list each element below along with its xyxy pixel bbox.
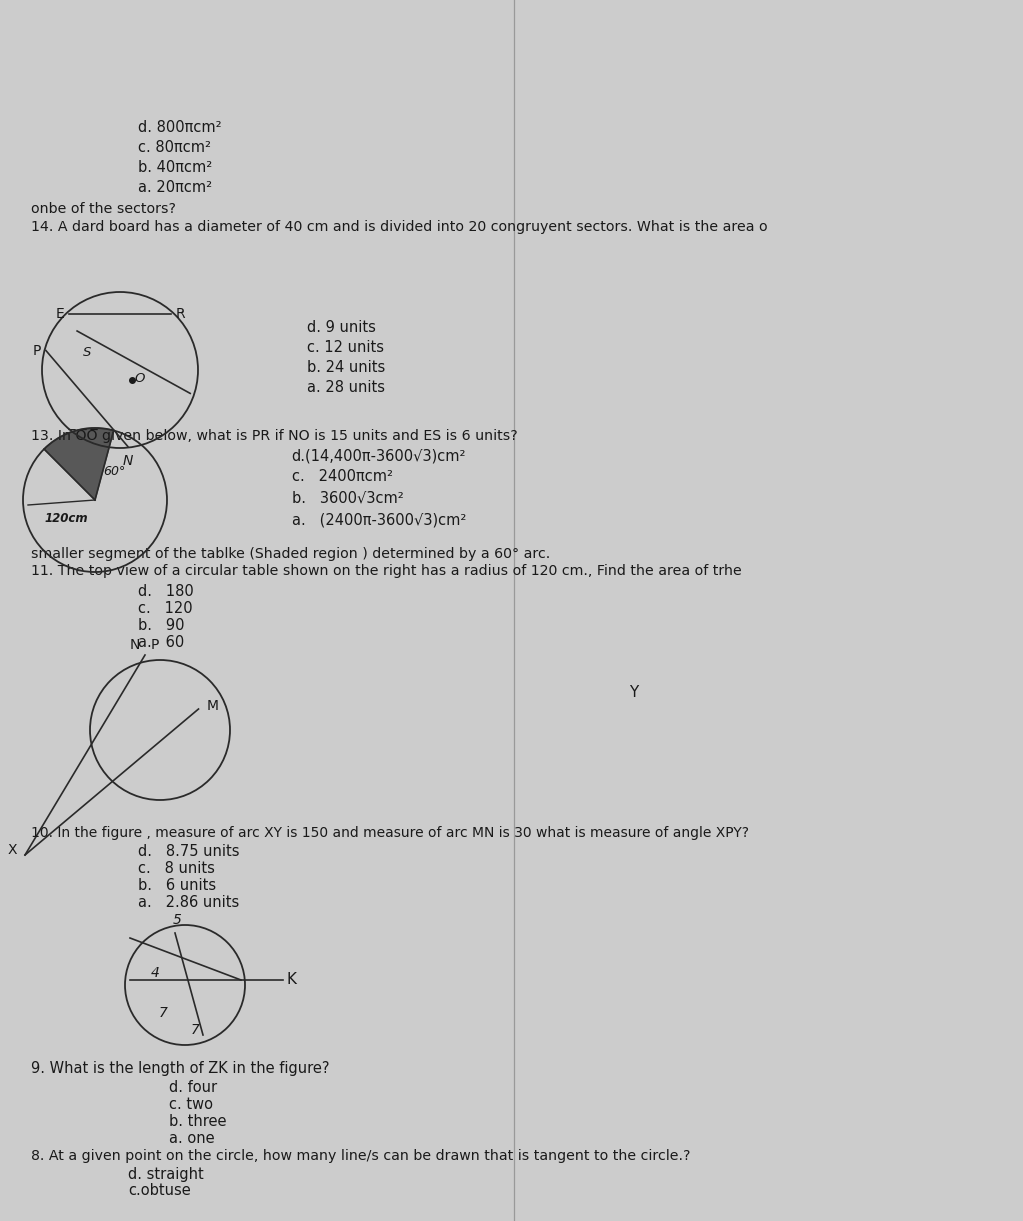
Text: c. 12 units: c. 12 units xyxy=(307,339,384,355)
Text: P: P xyxy=(150,639,160,652)
Text: b. 24 units: b. 24 units xyxy=(307,360,385,375)
Text: b.   90: b. 90 xyxy=(138,618,184,632)
Text: N: N xyxy=(130,639,140,652)
Text: c.   2400πcm²: c. 2400πcm² xyxy=(292,469,393,484)
Text: 9. What is the length of ZK in the figure?: 9. What is the length of ZK in the figur… xyxy=(31,1061,329,1076)
Text: c. two: c. two xyxy=(169,1096,213,1112)
Text: c.   8 units: c. 8 units xyxy=(138,861,215,875)
Text: a.   (2400π-3600√3)cm²: a. (2400π-3600√3)cm² xyxy=(292,512,465,527)
Text: a.   60: a. 60 xyxy=(138,635,184,650)
Text: d.   8.75 units: d. 8.75 units xyxy=(138,844,239,860)
Text: S: S xyxy=(83,347,91,359)
Text: d. 9 units: d. 9 units xyxy=(307,320,375,335)
Text: N: N xyxy=(123,454,133,469)
Text: b. three: b. three xyxy=(169,1114,226,1129)
Text: d. 800πcm²: d. 800πcm² xyxy=(138,120,222,136)
Text: b.   6 units: b. 6 units xyxy=(138,878,216,893)
Text: onbe of the sectors?: onbe of the sectors? xyxy=(31,201,176,216)
Text: 8. At a given point on the circle, how many line/s can be drawn that is tangent : 8. At a given point on the circle, how m… xyxy=(31,1149,691,1162)
Text: d.   180: d. 180 xyxy=(138,584,193,600)
Text: a. one: a. one xyxy=(169,1131,215,1147)
Text: O: O xyxy=(135,371,145,385)
Text: R: R xyxy=(176,306,185,321)
Text: X: X xyxy=(7,842,17,857)
Text: d. straight: d. straight xyxy=(128,1167,204,1182)
Text: Y: Y xyxy=(629,685,638,700)
Text: 11. The top view of a circular table shown on the right has a radius of 120 cm.,: 11. The top view of a circular table sho… xyxy=(31,564,742,578)
Text: 13. In ̅O̅O̅ given below, what is PR if NO is 15 units and ES is 6 units?: 13. In ̅O̅O̅ given below, what is PR if … xyxy=(31,429,518,443)
Text: 10. In the figure , measure of arc XY is 150 and measure of arc MN is 30 what is: 10. In the figure , measure of arc XY is… xyxy=(31,825,749,840)
Text: P: P xyxy=(33,343,41,358)
Text: a. 20πcm²: a. 20πcm² xyxy=(138,179,212,195)
Text: smaller segment of the tablke (Shaded region ) determined by a 60° arc.: smaller segment of the tablke (Shaded re… xyxy=(31,547,550,560)
Text: c. 80πcm²: c. 80πcm² xyxy=(138,140,211,155)
Text: 5: 5 xyxy=(173,913,181,927)
Text: c.obtuse: c.obtuse xyxy=(128,1183,190,1198)
Text: M: M xyxy=(207,698,219,713)
Text: 7: 7 xyxy=(190,1023,199,1037)
Text: d. four: d. four xyxy=(169,1081,217,1095)
Text: b.   3600√3cm²: b. 3600√3cm² xyxy=(292,490,403,505)
Text: 14. A dard board has a diameter of 40 cm and is divided into 20 congruyent secto: 14. A dard board has a diameter of 40 cm… xyxy=(31,220,767,234)
Text: b. 40πcm²: b. 40πcm² xyxy=(138,160,213,175)
Text: K: K xyxy=(287,972,297,988)
Text: 7: 7 xyxy=(159,1006,168,1020)
Text: 4: 4 xyxy=(150,966,160,980)
Text: 120cm: 120cm xyxy=(44,512,88,525)
Text: a.   2.86 units: a. 2.86 units xyxy=(138,895,239,910)
Text: c.   120: c. 120 xyxy=(138,601,192,617)
Text: E: E xyxy=(55,306,64,321)
Text: d.(14,400π-3600√3)cm²: d.(14,400π-3600√3)cm² xyxy=(292,448,466,463)
Text: a. 28 units: a. 28 units xyxy=(307,380,385,396)
Polygon shape xyxy=(44,429,114,501)
Text: 60°: 60° xyxy=(103,465,125,477)
